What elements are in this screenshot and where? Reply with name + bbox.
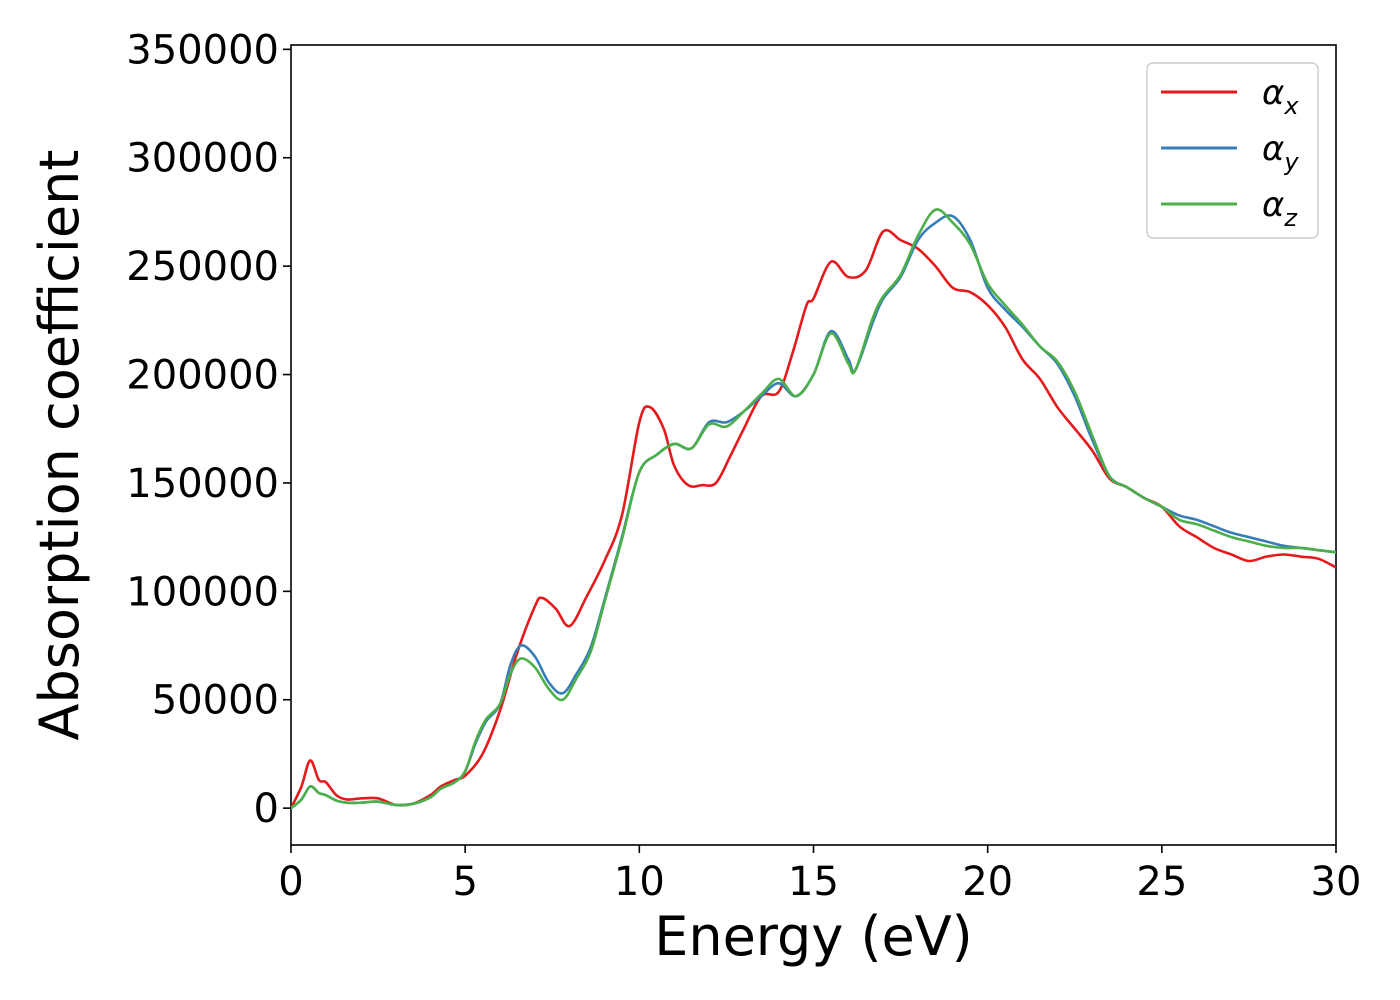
y-tick-label: 300000 (126, 136, 279, 182)
legend-label-base: α (1262, 129, 1284, 169)
series-layer (291, 208, 1336, 810)
x-tick-label: 20 (962, 859, 1013, 905)
y-axis: 0 50000 100000 150000 200000 250000 300000 3500… (126, 27, 291, 832)
y-tick-label: 200000 (126, 353, 279, 399)
legend-label: αx (1262, 73, 1299, 120)
y-tick-label: 50000 (152, 678, 279, 724)
x-axis: 0 5 10 15 20 25 30 (278, 845, 1361, 905)
x-tick-label: 5 (452, 859, 477, 905)
legend-label: αy (1262, 129, 1299, 176)
legend-label-subscript: z (1283, 204, 1298, 232)
y-tick-label: 250000 (126, 244, 279, 290)
legend-item-z: αz (1161, 185, 1298, 232)
legend-label: αz (1262, 185, 1298, 232)
x-tick-label: 25 (1136, 859, 1187, 905)
series-line-y (291, 214, 1336, 810)
x-axis-label: Energy (eV) (654, 905, 973, 968)
y-tick-label: 0 (254, 786, 279, 832)
legend-item-y: αy (1161, 129, 1299, 176)
x-tick-label: 10 (614, 859, 665, 905)
legend-label-subscript: y (1283, 148, 1299, 176)
x-tick-label: 15 (788, 859, 839, 905)
legend-label-base: α (1262, 185, 1284, 225)
y-axis-label: Absorption coefficient (28, 150, 91, 741)
legend-label-base: α (1262, 73, 1284, 113)
series-line-z (291, 208, 1336, 810)
x-tick-label: 30 (1311, 859, 1362, 905)
legend-item-x: αx (1161, 73, 1299, 120)
y-tick-label: 150000 (126, 461, 279, 507)
y-tick-label: 100000 (126, 569, 279, 615)
x-tick-label: 0 (278, 859, 303, 905)
y-tick-label: 350000 (126, 27, 279, 73)
legend-label-subscript: x (1283, 92, 1299, 120)
legend-box (1146, 62, 1319, 239)
